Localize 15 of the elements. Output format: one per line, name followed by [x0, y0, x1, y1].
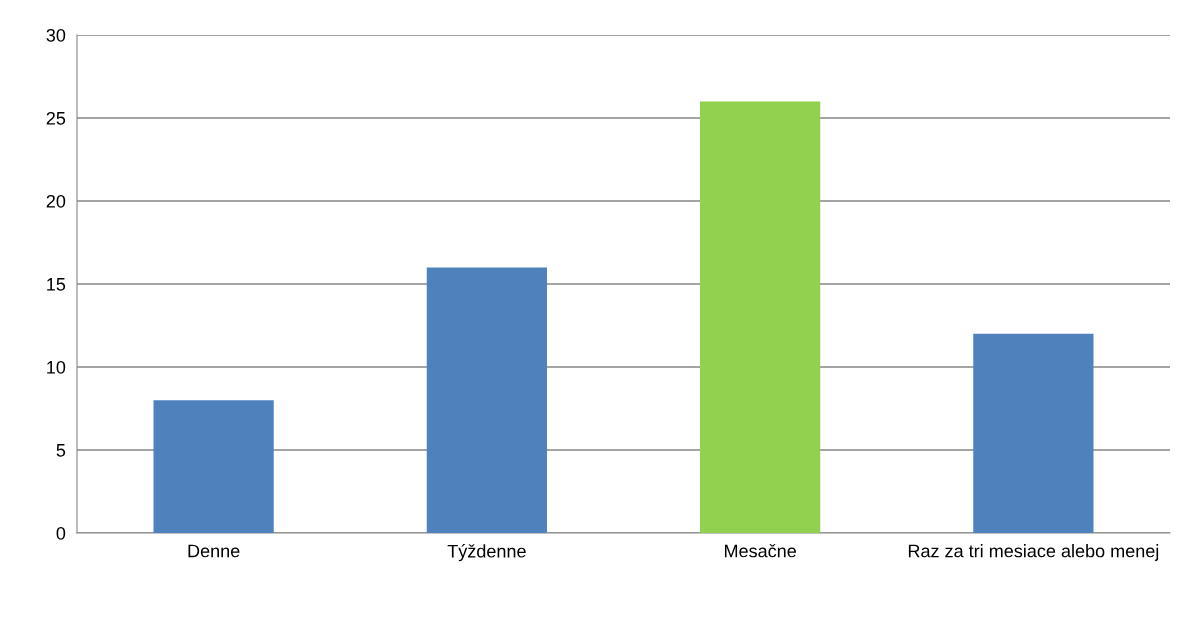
- bar: [426, 267, 547, 533]
- y-tick-label: 5: [56, 444, 66, 457]
- y-tick-label: 0: [56, 526, 66, 540]
- x-tick-label: Raz za tri mesiace alebo menej: [908, 544, 1159, 561]
- x-tick-label: Mesačne: [724, 544, 796, 558]
- y-tick-label: 20: [46, 194, 66, 208]
- x-tick-label: Denne: [188, 544, 240, 558]
- x-tick-label: Týždenne: [447, 544, 526, 562]
- bar: [153, 400, 274, 533]
- bar: [973, 333, 1094, 533]
- y-tick-label: 25: [46, 111, 66, 125]
- y-tick-label: 10: [47, 360, 66, 374]
- y-tick-label: 30: [46, 28, 66, 42]
- y-tick-label: 15: [47, 278, 66, 291]
- bar: [700, 101, 821, 533]
